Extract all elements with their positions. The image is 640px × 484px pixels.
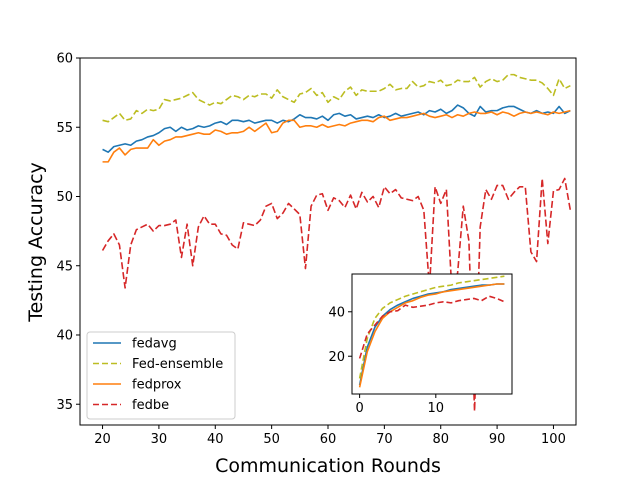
main-y-tick-label: 50 — [56, 190, 73, 205]
inset-series-line-fedprox — [358, 283, 505, 388]
main-series-line-fedbe — [101, 177, 572, 412]
main-x-tick-label: 60 — [320, 432, 337, 447]
legend-label-fedbe: fedbe — [132, 398, 169, 413]
inset-frame — [351, 273, 513, 395]
inset-x-ticks: 0 10 — [355, 394, 444, 416]
inset-y-tick-label: 20 — [328, 350, 345, 365]
main-series-group — [101, 73, 572, 412]
main-x-tick-label: 90 — [489, 432, 506, 447]
main-y-tick-label: 60 — [56, 52, 73, 67]
main-y-ticks: 35 40 45 50 55 60 — [56, 52, 80, 413]
inset-x-tick-label: 0 — [355, 401, 363, 416]
main-x-tick-label: 50 — [263, 432, 280, 447]
main-series-line-fedavg — [102, 104, 571, 153]
inset-background — [352, 274, 512, 394]
legend-items: fedavg Fed-ensemble fedprox fedbe — [93, 337, 223, 413]
main-y-tick-label: 45 — [56, 259, 73, 274]
main-y-tick-label: 40 — [56, 329, 73, 344]
inset-series-line-fedbe — [358, 295, 505, 359]
inset-y-tick-label: 40 — [328, 305, 345, 320]
main-x-tick-label: 20 — [94, 432, 111, 447]
legend-label-fedavg: fedavg — [132, 337, 177, 352]
main-x-ticks: 20 30 40 50 60 70 80 90 100 — [94, 425, 566, 447]
inset-series-group — [358, 275, 505, 388]
main-y-tick-label: 55 — [56, 121, 73, 136]
legend-label-fed-ensemble: Fed-ensemble — [132, 357, 223, 372]
main-x-tick-label: 70 — [376, 432, 393, 447]
inset-x-tick-label: 10 — [428, 401, 445, 416]
legend-box — [86, 331, 236, 420]
x-axis-label: Communication Rounds — [215, 455, 441, 477]
main-x-tick-label: 80 — [432, 432, 449, 447]
main-series-line-fedprox — [102, 109, 571, 163]
y-axis-label: Testing Accuracy — [25, 162, 47, 323]
main-series-line-fed-ensemble — [102, 73, 571, 123]
legend: fedavg Fed-ensemble fedprox fedbe — [86, 331, 236, 420]
legend-label-fedprox: fedprox — [132, 378, 182, 393]
main-x-tick-label: 40 — [207, 432, 224, 447]
main-y-tick-label: 35 — [56, 398, 73, 413]
inset-series-line-fed-ensemble — [358, 275, 505, 379]
main-x-tick-label: 100 — [541, 432, 566, 447]
main-x-tick-label: 30 — [151, 432, 168, 447]
